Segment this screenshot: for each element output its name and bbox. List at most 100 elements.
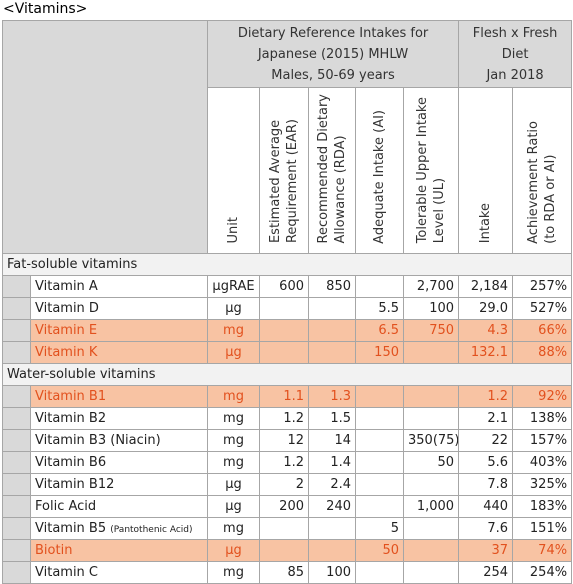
name-cell: Vitamin B12 (30, 473, 208, 497)
value-cell: 6.5 (355, 319, 404, 343)
value-cell: 750 (402, 319, 460, 343)
header-line: Males, 50-69 years (271, 67, 395, 83)
value-cell: 100 (402, 297, 460, 321)
unit-cell: mg (207, 319, 260, 343)
name-cell: Vitamin B2 (30, 407, 208, 431)
indent-cell (2, 517, 31, 541)
value-cell: 12 (259, 429, 309, 453)
data-row: Vitamin B1 mg 1.1 1.3 1.2 92% (2, 385, 573, 409)
value-cell: 527% (512, 297, 573, 321)
value-cell: 325% (512, 473, 573, 497)
value-cell: 254 (458, 561, 514, 584)
value-cell: 50 (402, 451, 460, 475)
unit-cell: µgRAE (207, 275, 260, 299)
value-cell (402, 539, 460, 563)
value-cell: 100 (308, 561, 356, 584)
header-line: Flesh x Fresh (472, 25, 558, 41)
value-cell (355, 495, 404, 519)
name-cell: Vitamin E (30, 319, 208, 343)
value-cell: 1.3 (308, 385, 356, 409)
name-note: (Pantothenic Acid) (110, 525, 193, 536)
header-line: Diet (501, 46, 529, 62)
indent-cell (2, 275, 31, 299)
name-cell: Vitamin C (30, 561, 208, 584)
vitamin-name: Vitamin B12 (35, 477, 115, 493)
unit-cell: mg (207, 429, 260, 453)
column-header: Adequate Intake (AI) (355, 86, 404, 255)
value-cell (308, 517, 356, 541)
value-cell: 74% (512, 539, 573, 563)
value-cell: 151% (512, 517, 573, 541)
value-cell: 254% (512, 561, 573, 584)
value-cell (259, 341, 309, 365)
vitamin-name: Vitamin A (35, 279, 98, 295)
value-cell: 1.5 (308, 407, 356, 431)
group-header: Dietary Reference Intakes for Japanese (2… (206, 20, 460, 88)
value-cell: 4.3 (458, 319, 514, 343)
value-cell: 1.4 (308, 451, 356, 475)
header-line: Dietary Reference Intakes for (237, 25, 429, 41)
header-line: Requirement (EAR) (285, 119, 300, 244)
value-cell: 257% (512, 275, 573, 299)
name-cell: Vitamin D (30, 297, 208, 321)
value-cell: 350(75) (402, 429, 460, 453)
vitamin-name: Biotin (35, 543, 73, 559)
vitamin-table: Dietary Reference Intakes for Japanese (2… (1, 19, 573, 584)
header-line: Intake (478, 203, 494, 244)
indent-cell (2, 385, 31, 409)
unit-cell: mg (207, 517, 260, 541)
value-cell: 7.6 (458, 517, 514, 541)
vertical-header: Estimated Average Requirement (EAR) (267, 119, 301, 243)
value-cell: 1.2 (259, 407, 309, 431)
name-cell: Vitamin B1 (30, 385, 208, 409)
indent-cell (2, 341, 31, 365)
value-cell (355, 451, 404, 475)
indent-cell (2, 319, 31, 343)
column-header: Tolerable Upper Intake Level (UL) (402, 86, 460, 255)
name-cell: Folic Acid (30, 495, 208, 519)
value-cell: 14 (308, 429, 356, 453)
column-header: Estimated Average Requirement (EAR) (259, 86, 309, 255)
indent-cell (2, 495, 31, 519)
header-line: Estimated Average (268, 120, 283, 244)
column-header: Intake (458, 86, 514, 255)
value-cell (402, 561, 460, 584)
unit-cell: µg (207, 473, 260, 497)
data-row: Vitamin B12 µg 2 2.4 7.8 325% (2, 473, 573, 497)
data-row: Vitamin K µg 150 132.1 88% (2, 341, 573, 365)
value-cell: 1,000 (402, 495, 460, 519)
column-header: Unit (207, 86, 260, 255)
vertical-header: Tolerable Upper Intake Level (UL) (414, 97, 448, 243)
header-line: Adequate Intake (AI) (372, 109, 387, 244)
value-cell: 138% (512, 407, 573, 431)
value-cell: 200 (259, 495, 309, 519)
value-cell: 5.6 (458, 451, 514, 475)
vitamin-name: Vitamin B6 (35, 455, 107, 471)
vitamin-name: Vitamin B1 (35, 389, 107, 405)
section-title: Water-soluble vitamins (1, 363, 573, 387)
value-cell: 22 (458, 429, 514, 453)
data-row: Vitamin D µg 5.5 100 29.0 527% (2, 297, 573, 321)
vitamin-name: Vitamin D (35, 301, 99, 317)
value-cell: 2.4 (308, 473, 356, 497)
vitamin-name: Folic Acid (35, 499, 97, 515)
corner-cell (2, 19, 208, 255)
value-cell: 37 (458, 539, 514, 563)
value-cell (259, 319, 309, 343)
value-cell: 240 (308, 495, 356, 519)
header-line: Jan 2018 (486, 67, 544, 83)
value-cell: 1.2 (458, 385, 514, 409)
data-row: Vitamin B2 mg 1.2 1.5 2.1 138% (2, 407, 573, 431)
name-cell: Vitamin B6 (30, 451, 208, 475)
vitamin-name: Vitamin B3 (Niacin) (35, 433, 161, 449)
vertical-header: Adequate Intake (AI) (371, 110, 388, 244)
section-row: Fat-soluble vitamins (1, 253, 573, 277)
value-cell (308, 539, 356, 563)
data-row: Biotin µg 50 37 74% (2, 539, 573, 563)
unit-cell: mg (207, 407, 260, 431)
value-cell (355, 561, 404, 584)
vitamin-name: Vitamin B5 (35, 521, 107, 537)
value-cell: 850 (308, 275, 356, 299)
name-cell: Vitamin K (30, 341, 208, 365)
unit-cell: µg (207, 297, 260, 321)
